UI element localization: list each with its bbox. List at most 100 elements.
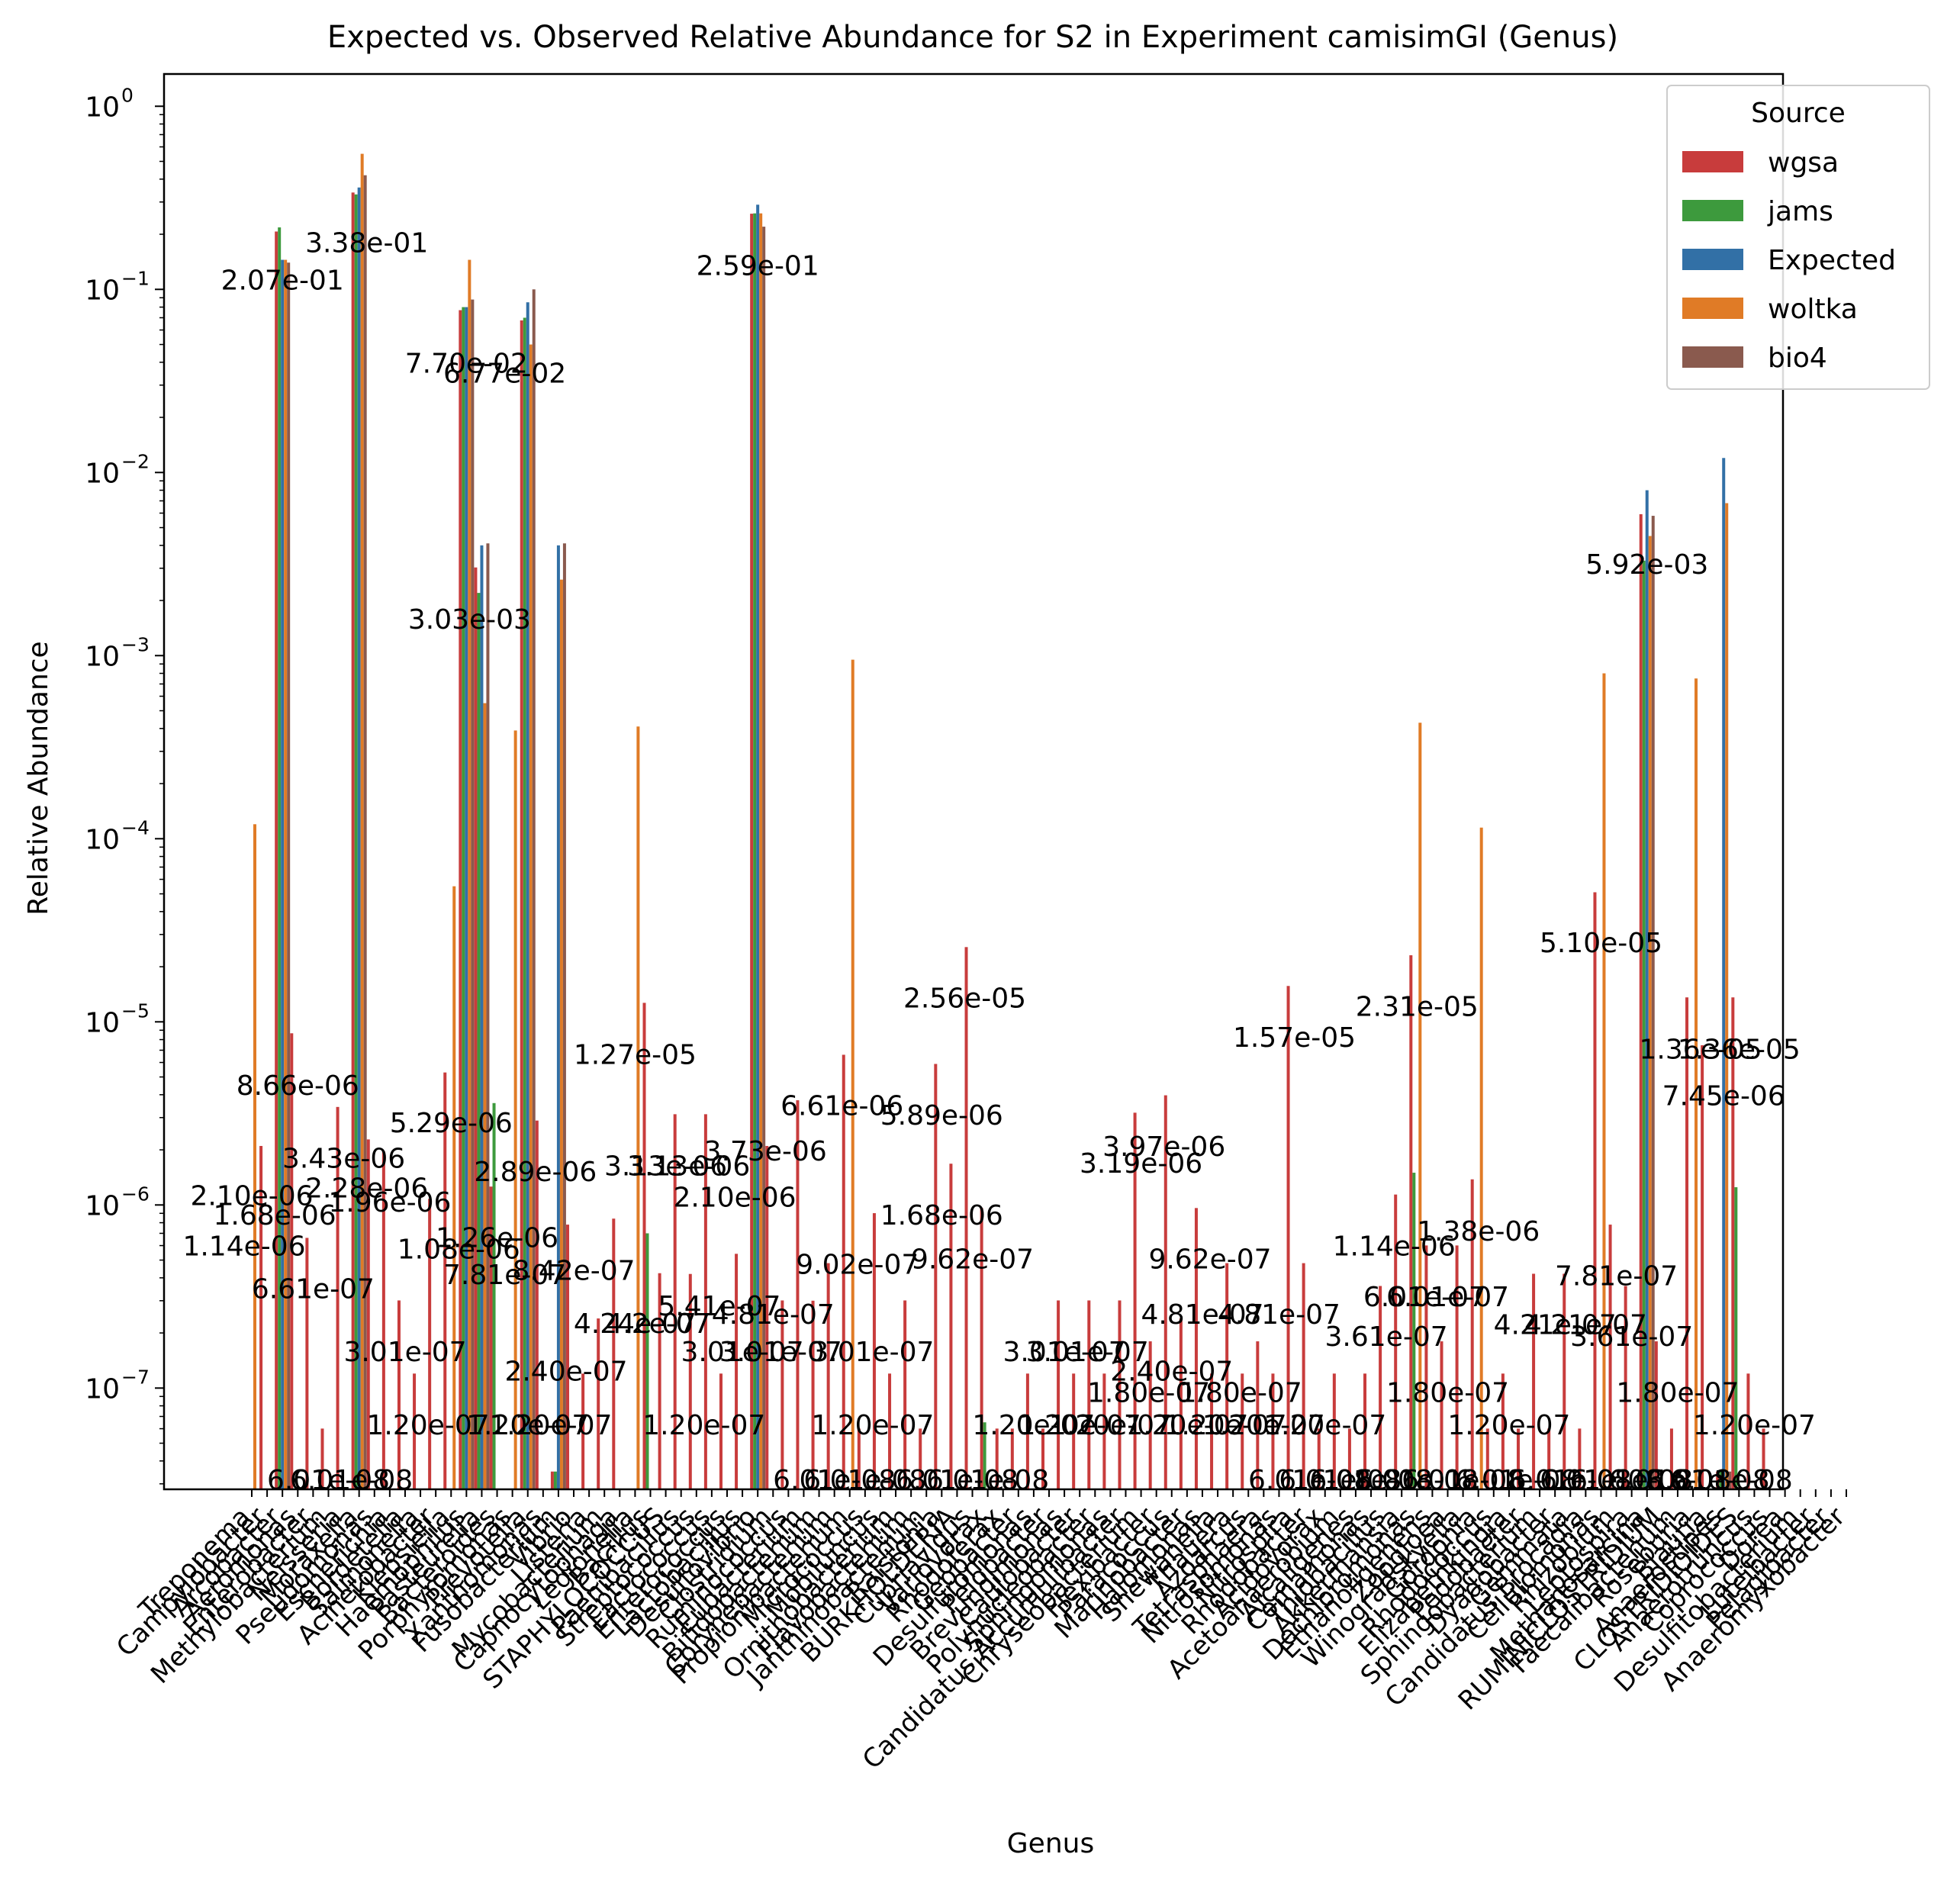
- data-label: 2.07e-01: [221, 265, 344, 296]
- data-label: 6.77e-02: [443, 358, 566, 389]
- bar-wgsa: [1394, 1194, 1398, 1489]
- data-label: 1.20e-07: [466, 1410, 589, 1441]
- bar-wgsa: [1669, 1428, 1673, 1489]
- data-labels-group: 2.07e-01 3.38e-01 7.70e-026.77e-02 3.03e-03…: [182, 227, 1816, 1496]
- bar-wgsa: [520, 320, 523, 1490]
- bar-woltka: [759, 213, 763, 1489]
- bar-wgsa: [459, 310, 462, 1489]
- bar-wgsa: [857, 1428, 861, 1489]
- legend-swatch: [1682, 346, 1743, 368]
- bar-wgsa: [612, 1218, 616, 1489]
- bar-wgsa: [1118, 1300, 1122, 1489]
- data-label: 4.21e-07: [1524, 1310, 1647, 1341]
- bar-bio4: [562, 543, 566, 1490]
- data-label: 7.70e-02: [405, 349, 528, 380]
- bar-wgsa: [888, 1373, 892, 1489]
- bar-woltka: [284, 259, 288, 1489]
- y-tick-exponent: 0: [121, 84, 134, 106]
- bar-woltka: [1418, 723, 1422, 1489]
- legend: Source wgsa jams Expected woltka bio4: [1666, 85, 1930, 390]
- data-label: 2.40e-07: [1110, 1356, 1233, 1387]
- bar-wgsa: [1746, 1373, 1750, 1489]
- bar-woltka: [1725, 503, 1729, 1489]
- bar-wgsa: [1057, 1300, 1060, 1489]
- bar-wgsa: [703, 1114, 707, 1489]
- data-label: 3.73e-06: [704, 1136, 827, 1167]
- bar-woltka: [483, 703, 487, 1489]
- bar-wgsa: [796, 1100, 800, 1489]
- bar-jams: [645, 1233, 649, 1489]
- bar-wgsa: [872, 1213, 876, 1489]
- bar-wgsa: [1148, 1341, 1152, 1489]
- bar-wgsa: [1624, 1286, 1627, 1489]
- data-label: 4.81e-07: [1218, 1299, 1340, 1331]
- bar-wgsa: [1072, 1373, 1076, 1489]
- bar-wgsa: [1271, 1373, 1275, 1489]
- bar-wgsa: [1347, 1428, 1351, 1489]
- bar-woltka: [452, 886, 456, 1489]
- bar-jams: [354, 194, 358, 1489]
- bar-wgsa: [1516, 1428, 1520, 1489]
- data-label: 3.97e-06: [1102, 1131, 1225, 1163]
- data-label: 3.01e-07: [719, 1337, 842, 1368]
- bar-woltka: [1694, 678, 1698, 1489]
- bar-woltka: [559, 579, 563, 1490]
- data-label: 1.20e-07: [1049, 1410, 1172, 1441]
- data-label: 8.66e-06: [237, 1070, 359, 1102]
- legend-entry: Expected: [1768, 245, 1896, 276]
- x-axis-label: Genus: [1007, 1828, 1094, 1859]
- legend-entry: jams: [1767, 196, 1833, 227]
- bar-jams: [1642, 560, 1646, 1489]
- bar-wgsa: [903, 1300, 907, 1489]
- data-label: 1.14e-06: [182, 1231, 305, 1263]
- bar-wgsa: [934, 1064, 938, 1489]
- data-label: 4.81e-07: [1141, 1299, 1263, 1331]
- bar-wgsa: [1685, 997, 1689, 1489]
- bar-wgsa: [1010, 1428, 1014, 1489]
- bar-expected: [1645, 490, 1649, 1489]
- bar-bio4: [762, 227, 766, 1490]
- bar-bio4: [1651, 516, 1655, 1489]
- data-label: 3.43e-06: [282, 1143, 405, 1174]
- bar-bio4: [532, 289, 536, 1489]
- bar-wgsa: [1701, 1045, 1704, 1489]
- bar-woltka: [636, 726, 640, 1489]
- data-label: 2.31e-05: [1356, 991, 1479, 1022]
- data-label: 7.81e-07: [443, 1260, 566, 1291]
- bar-wgsa: [1041, 1428, 1044, 1489]
- bar-jams: [278, 227, 282, 1489]
- bar-woltka: [1648, 536, 1652, 1489]
- bar-expected: [281, 259, 285, 1489]
- data-label: 1.36e-05: [1640, 1035, 1762, 1066]
- bar-wgsa: [673, 1114, 677, 1489]
- bar-woltka: [1479, 827, 1483, 1489]
- bar-wgsa: [1025, 1373, 1029, 1489]
- data-label: 1.80e-07: [1616, 1378, 1739, 1409]
- bar-wgsa: [1455, 1245, 1459, 1489]
- data-label: 3.61e-07: [1570, 1321, 1693, 1353]
- data-label: 1.68e-06: [214, 1200, 336, 1231]
- bar-wgsa: [1547, 1428, 1551, 1489]
- bar-bio4: [363, 175, 367, 1490]
- bar-wgsa: [1716, 1471, 1720, 1489]
- bar-wgsa: [428, 1199, 432, 1489]
- data-label: 4.81e-07: [712, 1299, 835, 1331]
- bar-wgsa: [1256, 1341, 1260, 1489]
- data-label: 7.45e-06: [1662, 1081, 1785, 1112]
- data-label: 1.80e-07: [1180, 1378, 1302, 1409]
- bar-bio4: [287, 262, 291, 1490]
- bar-wgsa: [1639, 513, 1643, 1490]
- bar-wgsa: [351, 192, 355, 1490]
- bar-jams: [477, 593, 481, 1489]
- legend-swatch: [1682, 249, 1743, 270]
- data-label: 6.01e-08: [1670, 1465, 1793, 1496]
- data-label: 3.61e-07: [1325, 1321, 1448, 1353]
- bar-bio4: [471, 299, 475, 1490]
- legend-entry: wgsa: [1768, 147, 1839, 179]
- legend-entry: woltka: [1768, 294, 1858, 325]
- data-label: 4.2e-07: [605, 1308, 710, 1340]
- y-tick-label: 10: [85, 641, 120, 672]
- bar-wgsa: [1424, 1245, 1428, 1489]
- data-label: 1.20e-07: [1125, 1410, 1248, 1441]
- bar-wgsa: [550, 1471, 554, 1489]
